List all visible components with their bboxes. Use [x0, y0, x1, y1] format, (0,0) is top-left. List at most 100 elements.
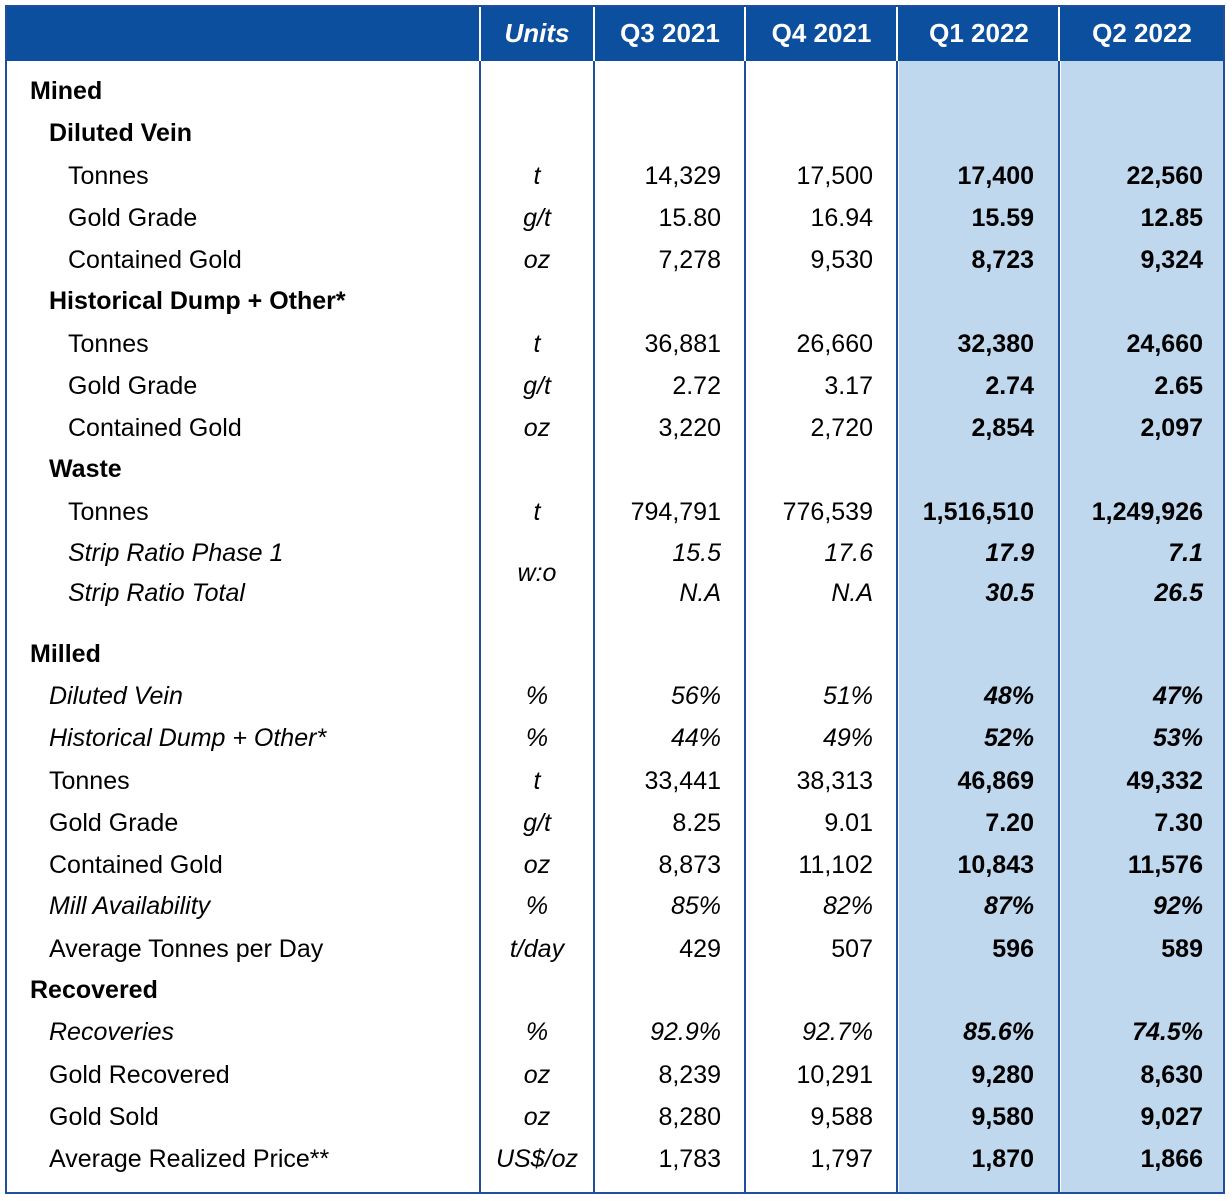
- row-label: Gold Grade: [68, 372, 198, 400]
- cell-q4-2021: 26,660: [796, 330, 873, 358]
- highlight-band-q1-2022: [899, 61, 1059, 1192]
- cell-q2-2022: 22,560: [1126, 162, 1203, 190]
- table-header-bar: [5, 5, 1225, 61]
- cell-q4-2021: 10,291: [796, 1061, 873, 1089]
- table-row: Tonnes t 794,791 776,539 1,516,510 1,249,926: [0, 491, 1232, 533]
- header-q1-2022: Q1 2022: [929, 18, 1029, 48]
- cell-q1-2022: 9,580: [971, 1103, 1034, 1131]
- cell-q4-2021: 9,588: [810, 1103, 873, 1131]
- cell-q2-2022: 9,027: [1140, 1103, 1203, 1131]
- highlight-band-q2-2022: [1061, 61, 1223, 1192]
- cell-q4-2021: [747, 969, 873, 1011]
- cell-q2-2022: 24,660: [1126, 330, 1203, 358]
- row-label: Gold Grade: [68, 204, 198, 232]
- row-label: Recoveries: [49, 1018, 175, 1046]
- cell-q4-2021: [747, 633, 873, 675]
- cell-q3-2021: 8.25: [672, 809, 721, 837]
- cell-q3-2021: 15.80: [658, 204, 721, 232]
- cell-q1-2022: 9,280: [971, 1061, 1034, 1089]
- cell-q1-2022: 46,869: [957, 767, 1034, 795]
- table-row: Contained Gold oz 3,220 2,720 2,854 2,097: [0, 407, 1232, 449]
- cell-q3-2021: 794,791: [630, 498, 721, 526]
- cell-q3-2021: [596, 969, 721, 1011]
- row-label: Tonnes: [68, 330, 149, 358]
- cell-q1-2022: 596: [992, 935, 1034, 963]
- row-units: oz: [523, 1061, 551, 1089]
- cell-q3-2021: 8,280: [658, 1103, 721, 1131]
- cell-q2-2022: [1061, 633, 1203, 675]
- cell-q2-2022: 92%: [1152, 892, 1203, 920]
- cell-q1-2022: 10,843: [957, 851, 1034, 879]
- table-border: [5, 5, 1225, 1194]
- column-divider: [593, 61, 595, 1194]
- cell-q4-2021: 776,539: [782, 498, 873, 526]
- cell-q4-2021: [747, 280, 873, 322]
- cell-q3-2021: [596, 70, 721, 112]
- cell-q2-2022: 11,576: [1127, 851, 1203, 879]
- table-row: Historical Dump + Other*% 44% 49% 52% 53%: [0, 717, 1232, 759]
- cell-q1-2022: 17.9: [985, 539, 1034, 567]
- header-q4-2021: Q4 2021: [771, 18, 872, 48]
- table-row: Average Tonnes per Day t/day 429 507 596 589: [0, 928, 1232, 970]
- row-units: oz: [523, 414, 551, 442]
- cell-q3-2021: 8,239: [658, 1061, 721, 1089]
- row-units: t: [533, 498, 541, 526]
- row-units: g/t: [523, 204, 551, 232]
- cell-q2-2022: 2,097: [1140, 414, 1203, 442]
- cell-q4-2021: N.A: [831, 579, 873, 607]
- cell-q2-2022: [1061, 448, 1203, 490]
- cell-q4-2021: 507: [831, 935, 873, 963]
- cell-q4-2021: 38,313: [796, 767, 873, 795]
- row-label: Tonnes: [68, 498, 149, 526]
- cell-q2-2022: 26.5: [1154, 579, 1203, 607]
- cell-q2-2022: [1061, 280, 1203, 322]
- row-units: t: [533, 767, 541, 795]
- cell-q3-2021: [596, 448, 721, 490]
- row-label: Contained Gold: [49, 851, 223, 879]
- cell-q1-2022: 1,870: [971, 1145, 1034, 1173]
- table-row: Mill Availability% 85% 82% 87% 92%: [0, 885, 1232, 927]
- cell-q2-2022: 7.1: [1168, 539, 1203, 567]
- column-divider: [896, 61, 898, 1194]
- cell-q2-2022: 7.30: [1154, 809, 1203, 837]
- row-units: %: [525, 892, 549, 920]
- cell-q1-2022: 2,854: [971, 414, 1034, 442]
- header-divider: [744, 5, 746, 61]
- header-divider: [896, 5, 898, 61]
- cell-q2-2022: [1061, 112, 1203, 154]
- cell-q3-2021: 2.72: [672, 372, 721, 400]
- row-units: t: [533, 162, 541, 190]
- row-units: [481, 280, 593, 322]
- cell-q4-2021: 3.17: [824, 372, 873, 400]
- row-units: [481, 633, 593, 675]
- cell-q1-2022: 32,380: [957, 330, 1034, 358]
- cell-q3-2021: 1,783: [658, 1145, 721, 1173]
- strip-ratio-units: w:o: [517, 559, 557, 587]
- table-row: Recoveries% 92.9% 92.7% 85.6% 74.5%: [0, 1011, 1232, 1053]
- row-units: g/t: [523, 809, 551, 837]
- cell-q2-2022: 1,249,926: [1091, 498, 1203, 526]
- cell-q2-2022: 74.5%: [1132, 1018, 1203, 1046]
- table-row: Strip Ratio Phase 1 15.5 17.6 17.9 7.1: [0, 532, 1232, 574]
- row-units: %: [525, 682, 549, 710]
- cell-q1-2022: [899, 280, 1034, 322]
- row-label: Historical Dump + Other*: [49, 724, 327, 752]
- cell-q4-2021: 82%: [822, 892, 873, 920]
- cell-q2-2022: 49,332: [1126, 767, 1203, 795]
- row-label: Gold Recovered: [49, 1061, 230, 1089]
- cell-q4-2021: 11,102: [798, 851, 873, 879]
- table-row: Contained Gold oz 8,873 11,102 10,843 11,576: [0, 844, 1232, 886]
- cell-q4-2021: [747, 112, 873, 154]
- row-units: %: [525, 1018, 549, 1046]
- cell-q4-2021: 9,530: [810, 246, 873, 274]
- row-label: Mill Availability: [49, 892, 211, 920]
- row-units: US$/oz: [496, 1145, 578, 1173]
- row-label: Diluted Vein: [49, 119, 193, 147]
- row-label: Milled: [30, 640, 101, 668]
- row-units: t: [533, 330, 541, 358]
- cell-q1-2022: 2.74: [985, 372, 1034, 400]
- cell-q1-2022: [899, 633, 1034, 675]
- cell-q3-2021: 85%: [670, 892, 721, 920]
- cell-q4-2021: 17.6: [824, 539, 873, 567]
- cell-q2-2022: 47%: [1152, 682, 1203, 710]
